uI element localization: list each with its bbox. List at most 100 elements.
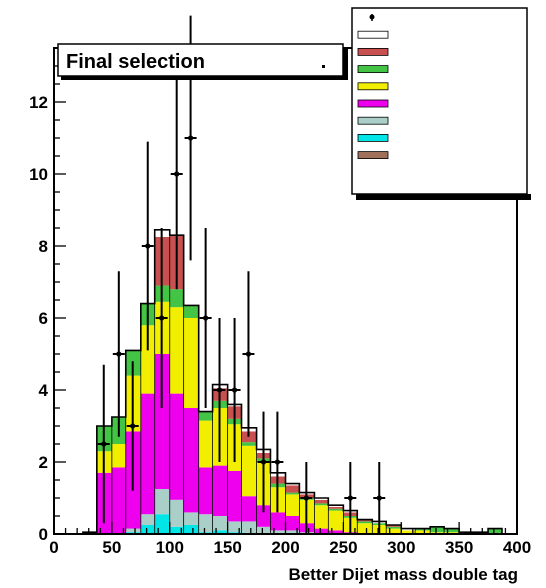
bar-s1-b11	[212, 516, 228, 531]
x-tick-label-350: 350	[445, 538, 473, 557]
bar-s4-b18	[314, 503, 329, 506]
bar-s3-b16	[285, 494, 300, 516]
bar-s4-b9	[183, 305, 199, 318]
legend-entry-7	[357, 133, 389, 142]
data-point-7	[199, 228, 212, 408]
bar-s6-b24	[401, 528, 416, 531]
bar-s3-b24	[401, 530, 416, 534]
y-tick-label-2: 2	[39, 453, 48, 472]
y-tick-label-8: 8	[39, 237, 48, 256]
y-tick-label-10: 10	[29, 165, 48, 184]
data-point-9	[228, 318, 241, 462]
bar-s0-b11	[212, 530, 228, 534]
bar-s5-b21	[357, 519, 373, 522]
bar-s3-b25	[415, 530, 431, 534]
legend-entry-8	[357, 151, 389, 160]
bar-s2-b12	[227, 471, 242, 522]
bar-s2-b14	[256, 505, 271, 527]
bar-s4-b10	[198, 411, 213, 421]
bar-s0-b8	[169, 526, 184, 534]
bar-s2-b18	[314, 528, 329, 534]
data-point-2	[126, 361, 139, 491]
bar-s3-b23	[386, 528, 402, 534]
x-tick-label-200: 200	[271, 538, 299, 557]
bar-s1-b6	[140, 514, 155, 525]
y-tick-label-12: 12	[29, 93, 48, 112]
data-point-11	[257, 411, 270, 513]
bar-s3-b9	[183, 318, 199, 408]
stat-box: Final selection	[57, 43, 348, 80]
bar-s4-b27	[444, 528, 460, 533]
bar-s3-b6	[140, 325, 155, 394]
bar-s1-b12	[227, 521, 242, 533]
bar-s4-b21	[357, 521, 373, 524]
bar-s2-b7	[154, 354, 170, 489]
bar-s3-b8	[169, 307, 184, 394]
bar-s4-b16	[285, 492, 300, 495]
data-point-0	[97, 364, 110, 524]
data-point-14	[344, 462, 357, 534]
x-tick-label-100: 100	[156, 538, 184, 557]
legend-entry-6	[357, 116, 389, 125]
bar-s3-b13	[241, 445, 257, 497]
bar-s2-b11	[212, 465, 228, 516]
legend-shadow	[356, 194, 531, 200]
legend-entry-1	[357, 30, 389, 39]
bar-s1-b8	[169, 499, 184, 527]
bar-s4-b26	[430, 526, 445, 533]
bar-s3-b21	[357, 523, 373, 534]
legend	[351, 7, 531, 200]
bar-s0-b9	[183, 525, 199, 534]
bar-s1-b5	[125, 528, 141, 533]
bar-s0-b7	[154, 514, 170, 534]
bar-s1-b14	[256, 526, 271, 534]
data-point-3	[141, 141, 154, 351]
bar-s4-b13	[241, 442, 257, 446]
legend-entry-3	[357, 65, 389, 73]
bar-s1-b9	[183, 512, 199, 525]
stat-box-label: Final selection	[66, 51, 205, 73]
x-tick-label-300: 300	[387, 538, 415, 557]
bar-s2-b15	[270, 512, 286, 531]
bar-s2-b8	[169, 393, 184, 500]
data-point-13	[300, 462, 313, 534]
data-point-1	[112, 271, 125, 437]
stack-outline-path	[54, 229, 517, 535]
x-tick-label-0: 0	[49, 538, 58, 557]
bar-s1-b10	[198, 514, 213, 533]
bar-s5-b16	[285, 485, 300, 493]
x-tick-label-400: 400	[503, 538, 531, 557]
bar-s0-b6	[140, 525, 155, 534]
legend-entry-0	[369, 14, 375, 21]
y-tick-label-6: 6	[39, 309, 48, 328]
bar-s3-b18	[314, 505, 329, 529]
bar-s2-b6	[140, 393, 155, 515]
legend-entries	[357, 14, 389, 160]
bar-s1-b15	[270, 530, 286, 534]
bar-s5-b18	[314, 499, 329, 504]
bar-s4-b8	[169, 289, 184, 308]
bar-s2-b13	[241, 496, 257, 522]
x-tick-label-250: 250	[329, 538, 357, 557]
bar-s1-b16	[285, 530, 300, 534]
bar-s6-b18	[314, 498, 329, 500]
bar-s6-b19	[328, 505, 344, 507]
data-point-10	[242, 271, 255, 437]
x-tick-label-150: 150	[213, 538, 241, 557]
data-point-8	[213, 318, 226, 462]
y-tick-label-4: 4	[39, 381, 49, 400]
x-axis-title: Better Dijet mass double tag	[288, 565, 518, 584]
bar-s2-b4	[111, 467, 126, 534]
bar-s5-b19	[328, 507, 344, 509]
x-tick-label-50: 50	[102, 538, 121, 557]
data-point-15	[373, 462, 386, 534]
bar-s4-b25	[415, 528, 431, 531]
bar-s2-b9	[183, 408, 199, 513]
bar-s4-b19	[328, 508, 344, 511]
bar-s4-b30	[488, 528, 502, 534]
bar-s1-b7	[154, 489, 170, 515]
axes: 0 50 100 150 200 250 300 350 400 0 2 4 6 8 10 12	[29, 47, 531, 557]
stat-box-dot	[322, 65, 325, 68]
data-point-5	[170, 58, 183, 290]
